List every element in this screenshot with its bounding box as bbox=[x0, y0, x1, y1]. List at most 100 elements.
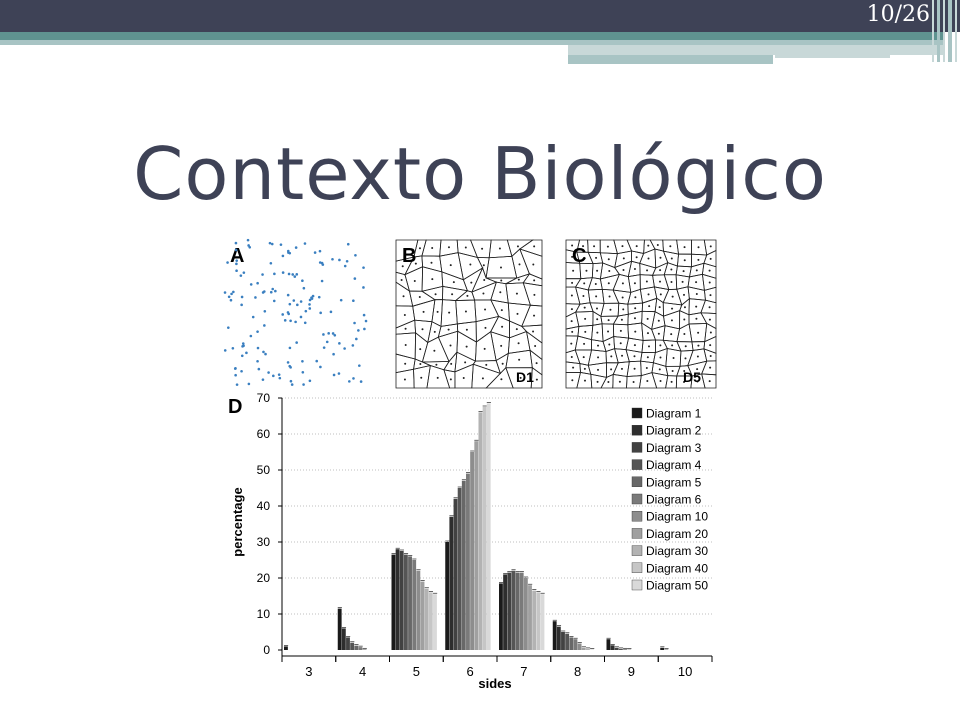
bar bbox=[565, 633, 570, 650]
seed-point bbox=[299, 315, 303, 319]
seed-point bbox=[362, 286, 365, 289]
seed-point bbox=[293, 275, 297, 278]
legend-swatch bbox=[631, 459, 643, 470]
cell-center bbox=[659, 344, 662, 347]
seed-point bbox=[261, 378, 265, 381]
cell-center bbox=[658, 368, 661, 371]
cell-center bbox=[670, 319, 673, 322]
accent-stripe-right bbox=[568, 45, 945, 55]
seed-point bbox=[294, 320, 297, 324]
cell-center bbox=[620, 367, 623, 370]
cell-center bbox=[595, 256, 598, 259]
bar bbox=[519, 572, 524, 650]
seed-point bbox=[295, 273, 299, 276]
legend-label: Diagram 30 bbox=[646, 544, 708, 558]
seed-point bbox=[254, 296, 257, 299]
cell-center bbox=[696, 355, 699, 358]
seed-point bbox=[362, 313, 366, 317]
cell-center bbox=[418, 296, 421, 299]
cell-center bbox=[431, 278, 434, 281]
cell-center bbox=[633, 344, 636, 347]
bar bbox=[614, 647, 619, 650]
cell-center bbox=[597, 356, 600, 359]
bar bbox=[461, 480, 466, 650]
seed-point bbox=[352, 299, 355, 302]
cell-center bbox=[517, 278, 520, 281]
seed-point bbox=[338, 258, 341, 262]
seed-point bbox=[229, 298, 233, 302]
cell-center bbox=[571, 330, 574, 333]
cell-center bbox=[683, 306, 686, 309]
bar bbox=[433, 594, 437, 650]
cell-center bbox=[582, 356, 585, 359]
seed-point bbox=[353, 321, 356, 325]
seed-point bbox=[231, 346, 235, 350]
cell-center bbox=[582, 245, 585, 248]
seed-point bbox=[234, 241, 238, 245]
legend-label: Diagram 20 bbox=[646, 527, 708, 541]
seed-point bbox=[235, 383, 239, 386]
seed-point bbox=[272, 299, 276, 303]
cell-center bbox=[449, 378, 452, 381]
cell-center bbox=[583, 367, 586, 370]
seed-point bbox=[287, 272, 291, 276]
cell-center bbox=[696, 368, 699, 371]
seed-point bbox=[264, 352, 267, 356]
seed-point bbox=[278, 376, 282, 380]
cell-center bbox=[683, 333, 686, 336]
bar bbox=[408, 556, 412, 650]
seed-point bbox=[234, 248, 238, 252]
bar bbox=[623, 649, 627, 650]
cell-center bbox=[708, 269, 711, 272]
cell-center bbox=[571, 244, 574, 247]
x-tick-label: 9 bbox=[628, 664, 635, 679]
cell-center bbox=[404, 344, 407, 347]
cell-center bbox=[570, 356, 573, 359]
bar bbox=[618, 648, 623, 650]
bar bbox=[515, 572, 520, 650]
cell-center bbox=[515, 292, 518, 295]
seed-point bbox=[274, 289, 277, 293]
cell-center bbox=[430, 261, 433, 264]
cell-center bbox=[462, 377, 465, 380]
y-axis-label: percentage bbox=[230, 487, 245, 556]
cell-center bbox=[618, 380, 621, 383]
seed-point bbox=[247, 244, 250, 247]
seed-point bbox=[288, 346, 292, 350]
cell-center bbox=[435, 363, 438, 366]
cell-center bbox=[709, 294, 712, 297]
cell-center bbox=[658, 306, 661, 309]
x-tick-label: 6 bbox=[467, 664, 474, 679]
cell-center bbox=[647, 345, 650, 348]
seed-point bbox=[249, 283, 253, 286]
bar bbox=[346, 637, 350, 650]
seed-point bbox=[247, 382, 251, 386]
cell-center bbox=[596, 331, 599, 334]
legend-label: Diagram 10 bbox=[646, 510, 708, 524]
cell-center bbox=[422, 310, 425, 313]
legend-swatch bbox=[631, 545, 643, 556]
seed-point bbox=[303, 321, 307, 325]
seed-point bbox=[270, 242, 274, 246]
cell-center bbox=[449, 344, 452, 347]
cell-center bbox=[607, 319, 610, 322]
cell-center bbox=[533, 245, 536, 248]
seed-point bbox=[227, 326, 230, 329]
cell-center bbox=[596, 269, 599, 272]
seed-point bbox=[269, 261, 273, 265]
cell-center bbox=[483, 347, 486, 350]
seed-point bbox=[327, 332, 330, 335]
cell-center bbox=[709, 355, 712, 358]
panel-b-label: B bbox=[402, 245, 416, 267]
bar bbox=[540, 594, 545, 650]
cell-center bbox=[670, 380, 673, 383]
seed-point bbox=[319, 311, 322, 315]
seed-point bbox=[354, 254, 357, 257]
panel-a-label: A bbox=[230, 245, 244, 267]
cell-center bbox=[597, 368, 600, 371]
cell-center bbox=[516, 245, 519, 248]
seed-point bbox=[234, 373, 237, 377]
cell-center bbox=[708, 380, 711, 383]
seed-point bbox=[345, 259, 349, 263]
cell-center bbox=[634, 307, 637, 310]
